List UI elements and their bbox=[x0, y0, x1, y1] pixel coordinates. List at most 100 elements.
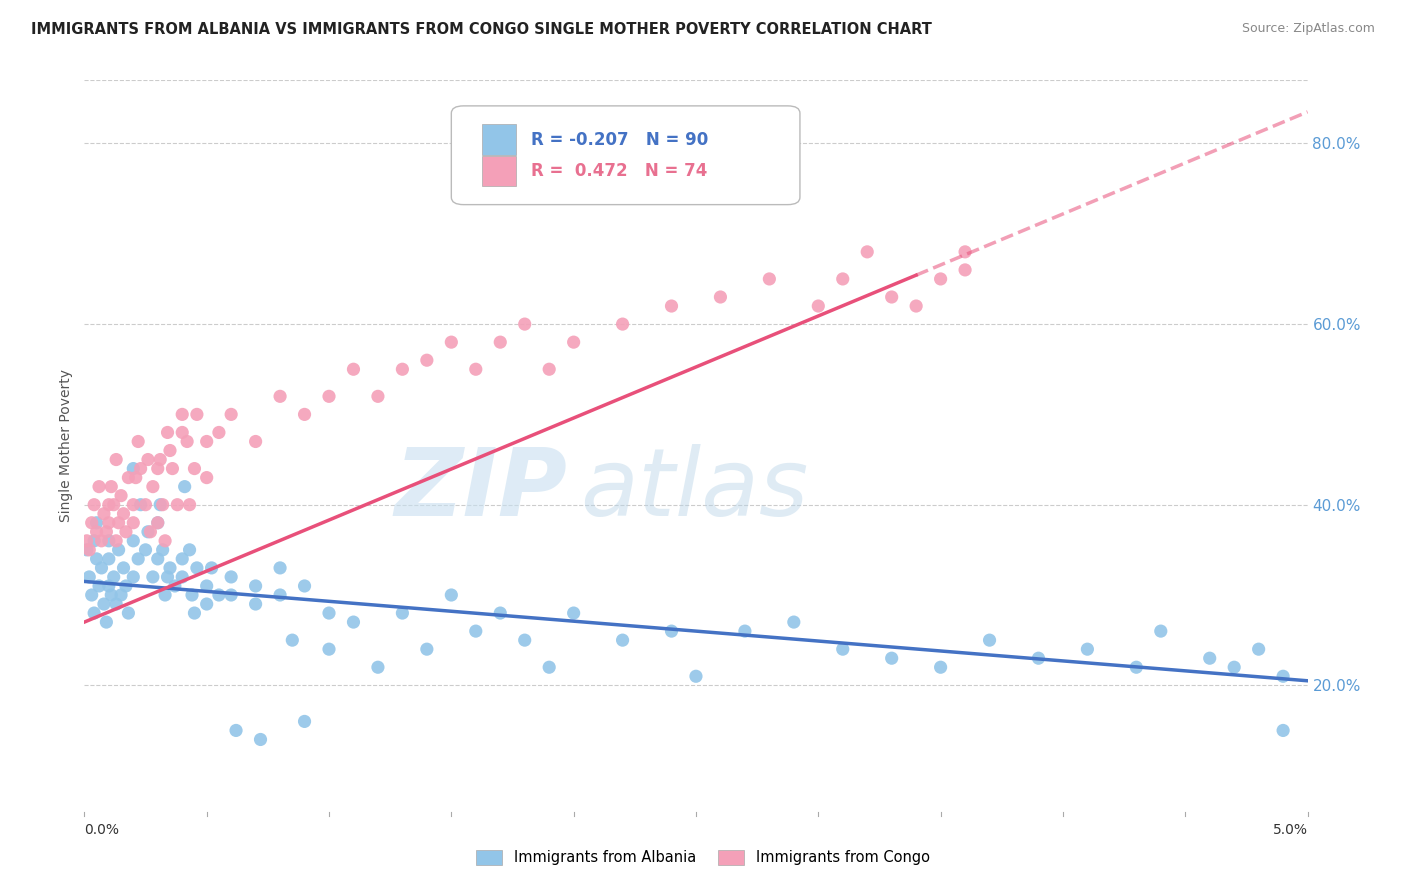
Point bbox=[110, 588, 132, 602]
Point bbox=[758, 272, 780, 286]
Point bbox=[115, 524, 138, 539]
Point bbox=[86, 516, 108, 530]
FancyBboxPatch shape bbox=[482, 124, 516, 155]
Point bbox=[464, 624, 486, 639]
Point bbox=[122, 516, 145, 530]
Point bbox=[831, 642, 853, 657]
Point bbox=[219, 408, 242, 422]
Point bbox=[87, 579, 110, 593]
Point bbox=[159, 443, 181, 458]
Point bbox=[979, 633, 1001, 648]
Text: 0.0%: 0.0% bbox=[84, 823, 120, 838]
Text: IMMIGRANTS FROM ALBANIA VS IMMIGRANTS FROM CONGO SINGLE MOTHER POVERTY CORRELATI: IMMIGRANTS FROM ALBANIA VS IMMIGRANTS FR… bbox=[31, 22, 932, 37]
Text: 5.0%: 5.0% bbox=[1272, 823, 1308, 838]
Point bbox=[152, 498, 174, 512]
Point bbox=[318, 606, 340, 620]
Point bbox=[149, 452, 172, 467]
FancyBboxPatch shape bbox=[482, 155, 516, 186]
Point bbox=[86, 552, 108, 566]
Point bbox=[245, 434, 267, 449]
Point bbox=[76, 542, 98, 557]
Point bbox=[195, 470, 218, 484]
Point bbox=[110, 489, 132, 503]
Point bbox=[538, 660, 561, 674]
Point bbox=[929, 660, 952, 674]
Point bbox=[219, 588, 242, 602]
Point bbox=[93, 597, 115, 611]
Point bbox=[135, 498, 157, 512]
Point bbox=[367, 660, 389, 674]
Point bbox=[318, 389, 340, 403]
Point bbox=[117, 606, 139, 620]
Point bbox=[122, 570, 145, 584]
Point bbox=[831, 272, 853, 286]
Point bbox=[125, 470, 148, 484]
Point bbox=[440, 335, 463, 350]
Point bbox=[929, 272, 952, 286]
Point bbox=[391, 606, 413, 620]
Text: R =  0.472   N = 74: R = 0.472 N = 74 bbox=[531, 162, 707, 180]
Point bbox=[1076, 642, 1098, 657]
Point bbox=[136, 524, 159, 539]
Point bbox=[195, 579, 218, 593]
Point bbox=[269, 588, 291, 602]
Point bbox=[105, 597, 128, 611]
Point bbox=[103, 570, 125, 584]
Point bbox=[153, 588, 176, 602]
Point bbox=[416, 353, 439, 368]
Point bbox=[294, 714, 316, 729]
Point bbox=[139, 524, 162, 539]
Point bbox=[83, 498, 105, 512]
Point bbox=[880, 290, 903, 304]
Point bbox=[249, 732, 271, 747]
Point bbox=[87, 480, 110, 494]
Point bbox=[186, 561, 208, 575]
Point bbox=[162, 461, 184, 475]
Point bbox=[1125, 660, 1147, 674]
Point bbox=[181, 588, 204, 602]
Point bbox=[105, 452, 128, 467]
Point bbox=[489, 335, 512, 350]
Point bbox=[219, 570, 242, 584]
Point bbox=[562, 606, 585, 620]
Point bbox=[97, 579, 120, 593]
Point bbox=[734, 624, 756, 639]
Point bbox=[156, 425, 179, 440]
Point bbox=[146, 461, 169, 475]
Point bbox=[163, 579, 186, 593]
Point bbox=[117, 470, 139, 484]
Point bbox=[103, 498, 125, 512]
Point bbox=[122, 498, 145, 512]
Text: atlas: atlas bbox=[579, 444, 808, 535]
Text: Source: ZipAtlas.com: Source: ZipAtlas.com bbox=[1241, 22, 1375, 36]
Legend: Immigrants from Albania, Immigrants from Congo: Immigrants from Albania, Immigrants from… bbox=[470, 844, 936, 871]
Point bbox=[146, 552, 169, 566]
Point bbox=[105, 533, 128, 548]
Point bbox=[342, 615, 364, 629]
Point bbox=[97, 516, 120, 530]
Point bbox=[80, 588, 103, 602]
Point bbox=[93, 507, 115, 521]
Point bbox=[391, 362, 413, 376]
Point bbox=[183, 606, 205, 620]
Point bbox=[245, 597, 267, 611]
Point bbox=[1272, 723, 1295, 738]
Point bbox=[953, 244, 976, 259]
Point bbox=[90, 561, 112, 575]
Point bbox=[513, 317, 536, 331]
Point bbox=[186, 408, 208, 422]
FancyBboxPatch shape bbox=[451, 106, 800, 204]
Point bbox=[142, 570, 165, 584]
Point bbox=[129, 461, 152, 475]
Point bbox=[107, 516, 129, 530]
Point bbox=[112, 507, 135, 521]
Point bbox=[1247, 642, 1270, 657]
Point bbox=[176, 434, 198, 449]
Point bbox=[294, 579, 316, 593]
Point bbox=[661, 299, 683, 313]
Point bbox=[440, 588, 463, 602]
Point bbox=[77, 542, 100, 557]
Point bbox=[146, 516, 169, 530]
Point bbox=[489, 606, 512, 620]
Point bbox=[172, 570, 194, 584]
